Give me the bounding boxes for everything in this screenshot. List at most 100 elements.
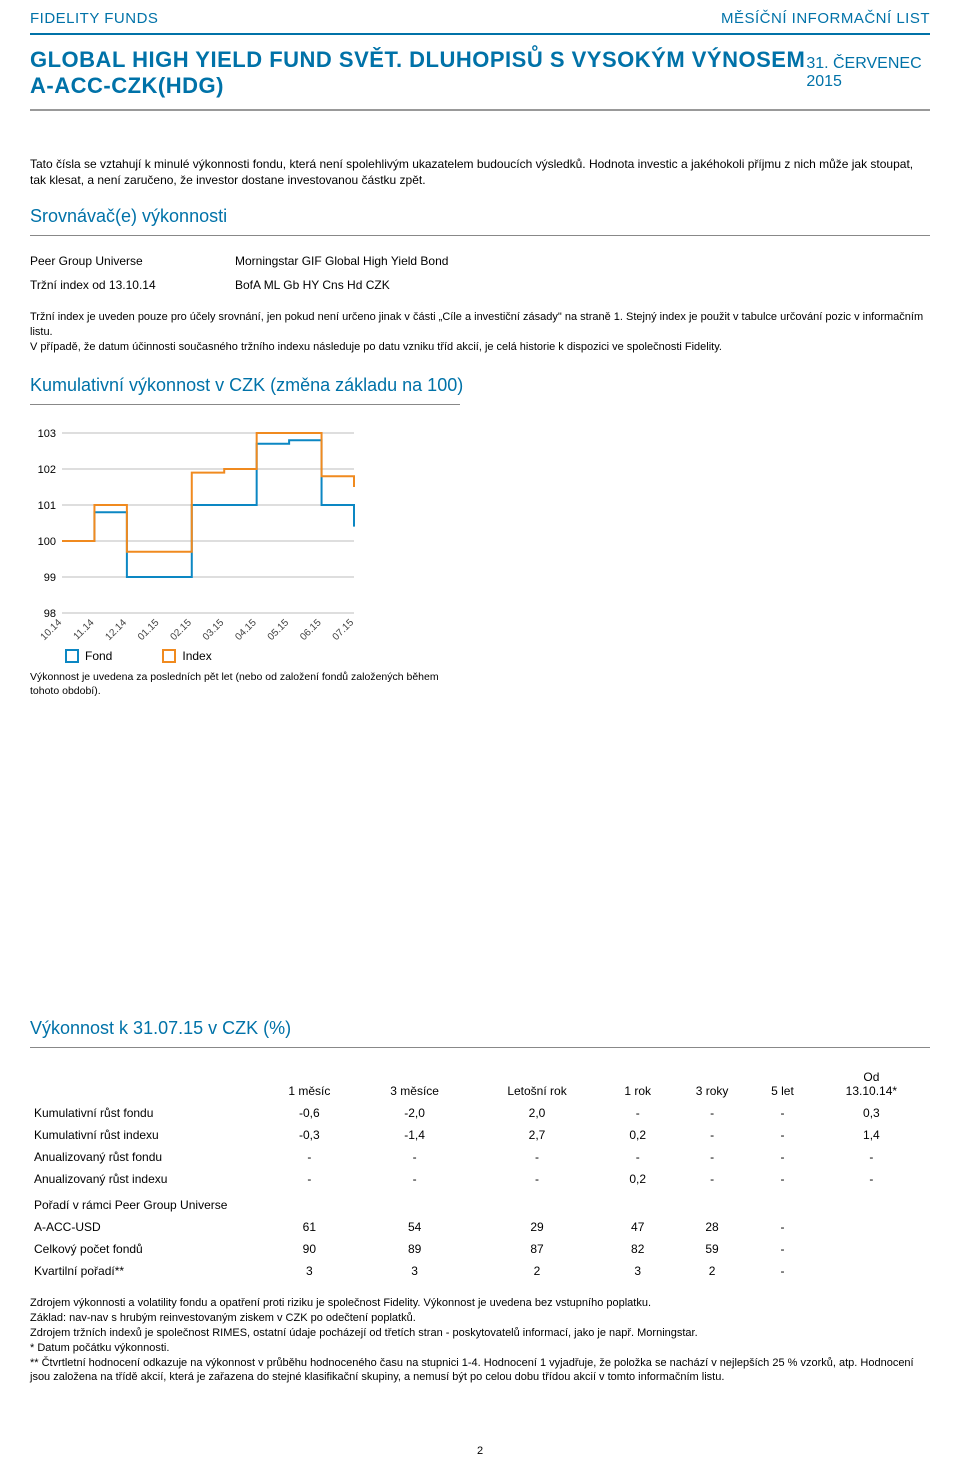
legend-swatch	[65, 649, 79, 663]
table-cell: 47	[603, 1216, 671, 1238]
table-cell	[813, 1216, 930, 1238]
comparator-rows: Peer Group Universe Morningstar GIF Glob…	[30, 254, 930, 292]
doc-type: MĚSÍČNÍ INFORMAČNÍ LIST	[721, 10, 930, 27]
table-cell: 3	[359, 1260, 471, 1282]
table-cell: 54	[359, 1216, 471, 1238]
comparator-title: Srovnávač(e) výkonnosti	[30, 206, 930, 227]
table-row: A-ACC-USD6154294728-	[30, 1216, 930, 1238]
table-cell: -	[672, 1146, 752, 1168]
comparator-value: BofA ML Gb HY Cns Hd CZK	[235, 278, 390, 292]
table-cell: -	[603, 1102, 671, 1124]
svg-text:100: 100	[38, 536, 56, 548]
chart-legend: Fond Index	[65, 649, 360, 663]
svg-text:07.15: 07.15	[331, 617, 357, 643]
table-cell: -	[260, 1168, 359, 1190]
table-cell: 1,4	[813, 1124, 930, 1146]
table-row: Celkový počet fondů9089878259-	[30, 1238, 930, 1260]
divider	[30, 404, 460, 405]
performance-table: 1 měsíc3 měsíceLetošní rok1 rok3 roky5 l…	[30, 1066, 930, 1282]
table-cell: -	[752, 1216, 813, 1238]
divider	[30, 235, 930, 236]
comparator-row: Tržní index od 13.10.14 BofA ML Gb HY Cn…	[30, 278, 930, 292]
table-cell: -	[752, 1146, 813, 1168]
table-cell: 29	[471, 1216, 604, 1238]
table-row-label: Celkový počet fondů	[30, 1238, 260, 1260]
table-cell: -	[672, 1168, 752, 1190]
brand: FIDELITY FUNDS	[30, 10, 158, 27]
legend-swatch	[162, 649, 176, 663]
table-cell: -	[672, 1124, 752, 1146]
table-cell: -0,6	[260, 1102, 359, 1124]
table-cell: 2,0	[471, 1102, 604, 1124]
svg-text:04.15: 04.15	[233, 617, 259, 643]
table-cell: -	[752, 1102, 813, 1124]
table-cell: -	[260, 1146, 359, 1168]
table-row-label: Anualizovaný růst fondu	[30, 1146, 260, 1168]
legend-item-fond: Fond	[65, 649, 112, 663]
table-cell: 3	[603, 1260, 671, 1282]
table-cell: -	[471, 1146, 604, 1168]
intro-disclaimer: Tato čísla se vztahují k minulé výkonnos…	[30, 156, 930, 188]
svg-text:99: 99	[44, 572, 56, 584]
cumulative-chart: 989910010110210310.1411.1412.1401.1502.1…	[30, 423, 360, 698]
table-cell: 28	[672, 1216, 752, 1238]
comparator-label: Peer Group Universe	[30, 254, 235, 268]
svg-text:03.15: 03.15	[201, 617, 227, 643]
chart-note: Výkonnost je uvedena za posledních pět l…	[30, 671, 470, 698]
comparator-note: Tržní index je uveden pouze pro účely sr…	[30, 310, 930, 355]
line-chart: 989910010110210310.1411.1412.1401.1502.1…	[30, 423, 360, 643]
svg-text:05.15: 05.15	[266, 617, 292, 643]
svg-text:101: 101	[38, 500, 56, 512]
table-cell: -	[359, 1168, 471, 1190]
table-cell: 2	[471, 1260, 604, 1282]
table-cell: -	[813, 1146, 930, 1168]
comparator-label: Tržní index od 13.10.14	[30, 278, 235, 292]
fund-name: GLOBAL HIGH YIELD FUND SVĚT. DLUHOPISŮ S…	[30, 47, 806, 99]
table-cell: 90	[260, 1238, 359, 1260]
table-cell: -	[603, 1146, 671, 1168]
table-cell: 0,2	[603, 1168, 671, 1190]
svg-text:06.15: 06.15	[298, 617, 324, 643]
table-row: Anualizovaný růst indexu---0,2---	[30, 1168, 930, 1190]
peer-group-header: Pořadí v rámci Peer Group Universe	[30, 1190, 930, 1216]
table-cell: -	[813, 1168, 930, 1190]
svg-text:02.15: 02.15	[168, 617, 194, 643]
table-row-label: Anualizovaný růst indexu	[30, 1168, 260, 1190]
table-cell	[813, 1238, 930, 1260]
table-cell: 3	[260, 1260, 359, 1282]
table-cell: -	[471, 1168, 604, 1190]
table-cell: -	[752, 1238, 813, 1260]
table-cell: -2,0	[359, 1102, 471, 1124]
page-number: 2	[30, 1445, 930, 1457]
divider	[30, 1047, 930, 1048]
table-row-label: Kumulativní růst indexu	[30, 1124, 260, 1146]
table-cell: -	[672, 1102, 752, 1124]
svg-text:10.14: 10.14	[39, 617, 65, 643]
table-row-label: Kumulativní růst fondu	[30, 1102, 260, 1124]
table-cell: -	[359, 1146, 471, 1168]
table-cell: 82	[603, 1238, 671, 1260]
legend-label: Index	[182, 649, 211, 663]
header-main: GLOBAL HIGH YIELD FUND SVĚT. DLUHOPISŮ S…	[30, 47, 930, 111]
table-cell: -	[752, 1168, 813, 1190]
chart-title: Kumulativní výkonnost v CZK (změna zákla…	[30, 375, 930, 396]
table-row: Kumulativní růst indexu-0,3-1,42,70,2--1…	[30, 1124, 930, 1146]
table-row-label: A-ACC-USD	[30, 1216, 260, 1238]
svg-text:11.14: 11.14	[72, 617, 97, 642]
table-cell: 61	[260, 1216, 359, 1238]
table-cell: 87	[471, 1238, 604, 1260]
table-cell: 59	[672, 1238, 752, 1260]
table-row-label: Kvartilní pořadí**	[30, 1260, 260, 1282]
table-cell: -0,3	[260, 1124, 359, 1146]
table-cell: -	[752, 1124, 813, 1146]
table-cell: 0,3	[813, 1102, 930, 1124]
table-cell	[813, 1260, 930, 1282]
performance-section: Výkonnost k 31.07.15 v CZK (%) 1 měsíc3 …	[30, 1018, 930, 1385]
table-row: Kvartilní pořadí**33232-	[30, 1260, 930, 1282]
svg-text:12.14: 12.14	[104, 617, 130, 643]
header-date: 31. ČERVENEC 2015	[806, 55, 930, 91]
table-cell: -	[752, 1260, 813, 1282]
comparator-value: Morningstar GIF Global High Yield Bond	[235, 254, 448, 268]
svg-text:103: 103	[38, 428, 56, 440]
svg-text:01.15: 01.15	[136, 617, 162, 643]
